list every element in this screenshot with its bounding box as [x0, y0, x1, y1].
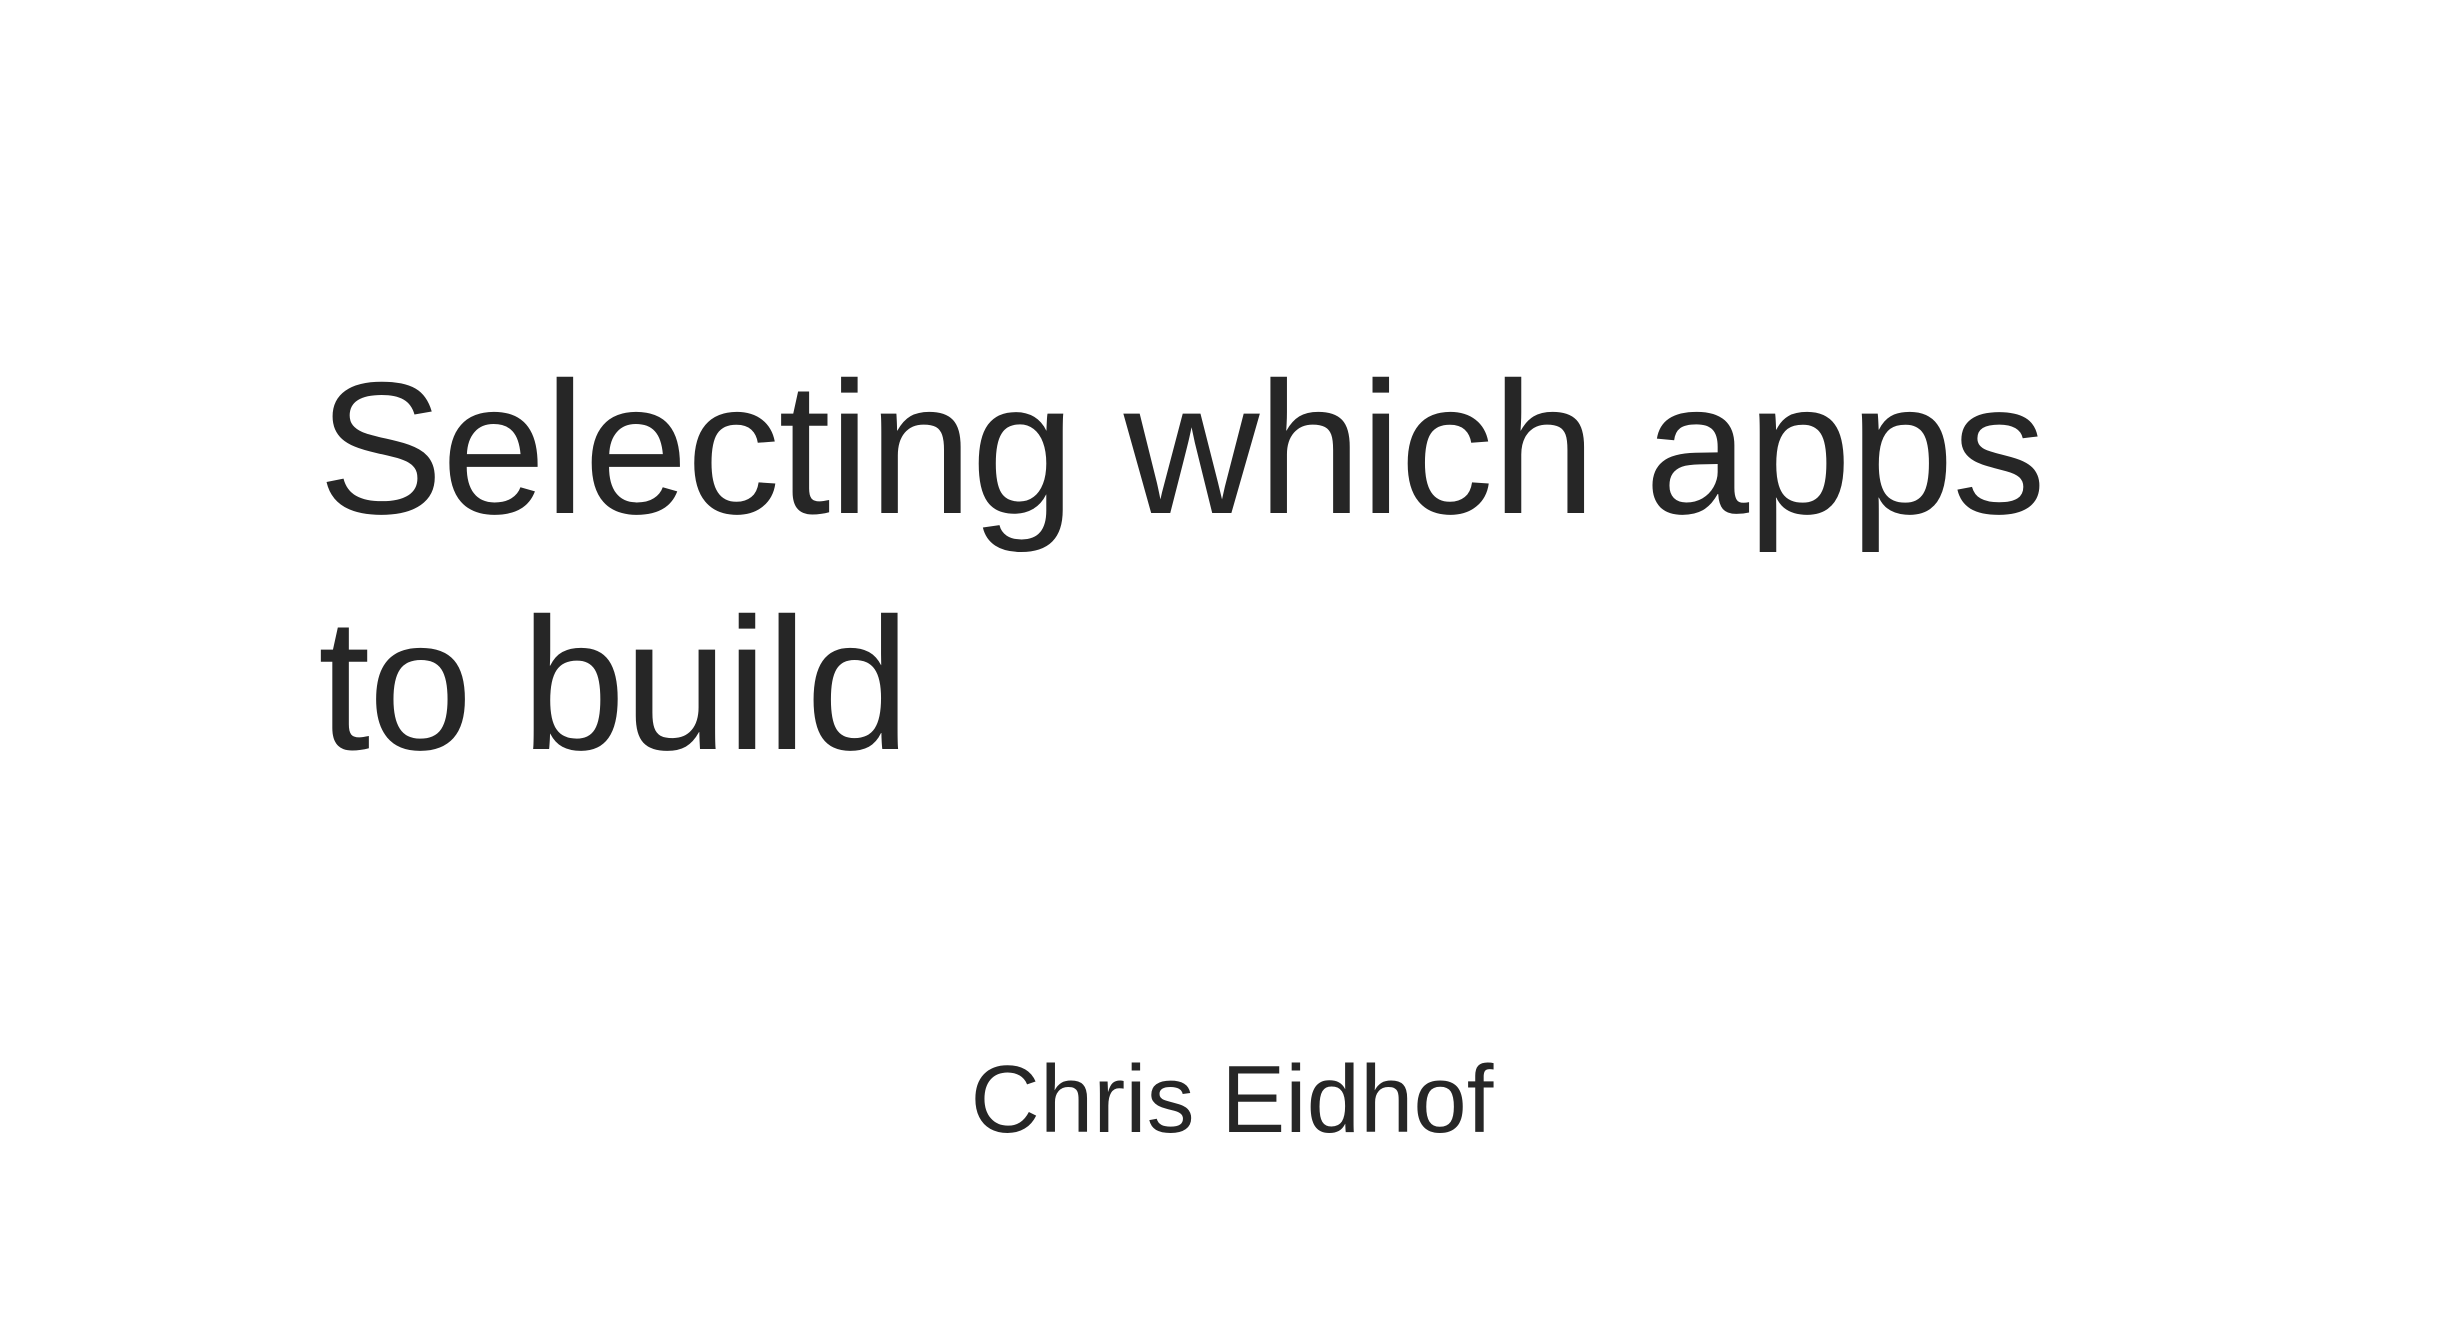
slide-title: Selecting which apps to build	[318, 330, 2218, 802]
author-name: Chris Eidhof	[970, 1046, 1494, 1153]
slide-title-line-1: Selecting which apps	[318, 343, 2046, 553]
slide-title-line-2: to build	[318, 579, 910, 789]
